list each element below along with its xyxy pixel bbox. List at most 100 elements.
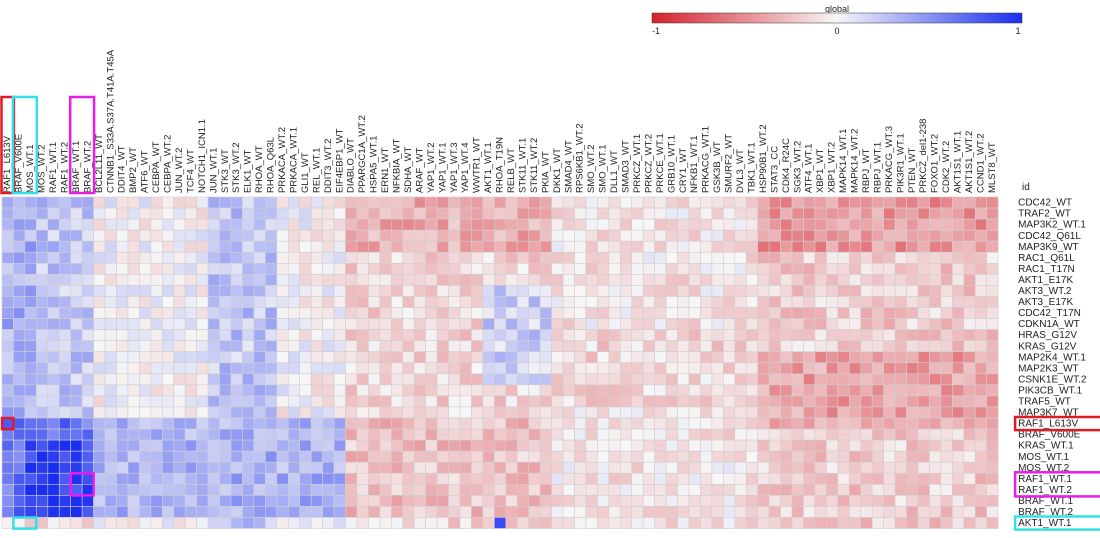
heatmap-cell	[253, 251, 266, 264]
heatmap-cell	[70, 472, 83, 485]
heatmap-cell	[848, 296, 862, 308]
heatmap-cell	[871, 417, 884, 430]
heatmap-cell	[425, 406, 438, 419]
heatmap-cell	[47, 450, 60, 463]
heatmap-cell	[116, 373, 129, 386]
heatmap-cell	[162, 296, 175, 308]
heatmap-cell	[745, 196, 758, 209]
heatmap-cell	[184, 495, 197, 507]
heatmap-cell	[139, 318, 152, 330]
heatmap-cell	[757, 472, 770, 485]
heatmap-cell	[81, 218, 94, 231]
heatmap-cell	[688, 229, 701, 242]
heatmap-cell	[803, 318, 816, 330]
heatmap-cell	[562, 307, 575, 319]
heatmap-cell	[58, 472, 71, 485]
heatmap-cell	[780, 417, 793, 430]
heatmap-cell	[207, 262, 220, 275]
heatmap-cell	[471, 285, 484, 297]
heatmap-cell	[425, 351, 438, 364]
heatmap-cell	[356, 262, 369, 275]
heatmap-cell	[425, 296, 438, 308]
heatmap-cell	[585, 439, 598, 452]
heatmap-cell	[299, 196, 312, 209]
heatmap-cell	[230, 196, 243, 209]
heatmap-cell	[688, 395, 701, 408]
heatmap-cell	[837, 450, 850, 463]
heatmap-cell	[883, 483, 896, 496]
heatmap-cell	[70, 196, 83, 209]
heatmap-cell	[952, 340, 965, 352]
heatmap-cell	[642, 517, 655, 529]
heatmap-cell	[322, 196, 335, 209]
heatmap-cell	[642, 229, 655, 242]
heatmap-cell	[952, 351, 965, 364]
heatmap-cell	[814, 340, 827, 352]
heatmap-cell	[665, 218, 678, 231]
heatmap-cell	[482, 472, 495, 485]
heatmap-cell	[242, 329, 255, 341]
heatmap-cell	[642, 218, 655, 231]
heatmap-cell	[757, 207, 770, 220]
heatmap-cell	[184, 395, 197, 408]
heatmap-cell	[230, 472, 243, 485]
heatmap-cell	[436, 395, 449, 408]
heatmap-cell	[585, 517, 598, 529]
heatmap-cell	[230, 506, 243, 518]
heatmap-cell	[413, 218, 426, 231]
heatmap-cell	[242, 439, 255, 452]
heatmap-cell	[551, 417, 564, 430]
heatmap-cell	[287, 340, 300, 352]
heatmap-cell	[516, 483, 529, 496]
heatmap-cell	[436, 461, 449, 474]
heatmap-cell	[700, 373, 713, 386]
heatmap-cell	[58, 196, 71, 209]
heatmap-cell	[104, 262, 117, 275]
heatmap-cell	[196, 296, 209, 308]
heatmap-cell	[917, 439, 930, 452]
heatmap-cell	[36, 439, 49, 452]
heatmap-cell	[539, 406, 552, 419]
heatmap-cell	[402, 251, 415, 264]
heatmap-cell	[413, 406, 426, 419]
heatmap-cell	[688, 318, 701, 330]
heatmap-cell	[814, 373, 827, 386]
heatmap-cell	[150, 307, 163, 319]
heatmap-cell	[929, 307, 942, 319]
heatmap-cell	[116, 461, 129, 474]
heatmap-cell	[494, 307, 507, 319]
heatmap-cell	[574, 329, 587, 341]
heatmap-cell	[81, 351, 94, 364]
heatmap-cell	[70, 329, 83, 341]
heatmap-cell	[345, 406, 358, 419]
heatmap-cell	[13, 483, 26, 496]
heatmap-cell	[929, 384, 942, 397]
heatmap-cell	[883, 218, 896, 231]
heatmap-cell	[425, 307, 438, 319]
heatmap-cell	[505, 384, 518, 397]
heatmap-cell	[528, 428, 541, 441]
heatmap-cell	[814, 472, 827, 485]
heatmap-cell	[780, 450, 793, 463]
heatmap-cell	[207, 229, 220, 242]
heatmap-cell	[906, 274, 919, 286]
heatmap-cell	[986, 251, 999, 264]
heatmap-cell	[436, 351, 449, 364]
heatmap-cell	[139, 351, 152, 364]
heatmap-cell	[665, 362, 678, 375]
heatmap-cell	[310, 251, 323, 264]
heatmap-cell	[963, 196, 976, 209]
heatmap-cell	[24, 483, 37, 496]
heatmap-cell	[780, 362, 793, 375]
heatmap-cell	[723, 384, 736, 397]
heatmap-cell	[871, 362, 884, 375]
heatmap-cell	[585, 384, 598, 397]
heatmap-cell	[81, 384, 94, 397]
heatmap-cell	[814, 517, 827, 529]
heatmap-cell	[745, 406, 758, 419]
heatmap-cell	[139, 207, 152, 220]
heatmap-cell	[585, 450, 598, 463]
heatmap-cell	[654, 218, 667, 231]
row-label: MAP2K4_WT.1	[1018, 352, 1086, 363]
heatmap-cell	[459, 517, 472, 529]
